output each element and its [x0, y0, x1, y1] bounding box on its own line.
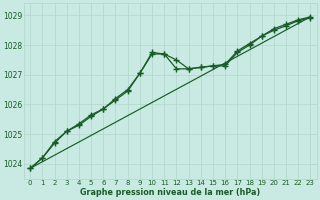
X-axis label: Graphe pression niveau de la mer (hPa): Graphe pression niveau de la mer (hPa): [80, 188, 260, 197]
